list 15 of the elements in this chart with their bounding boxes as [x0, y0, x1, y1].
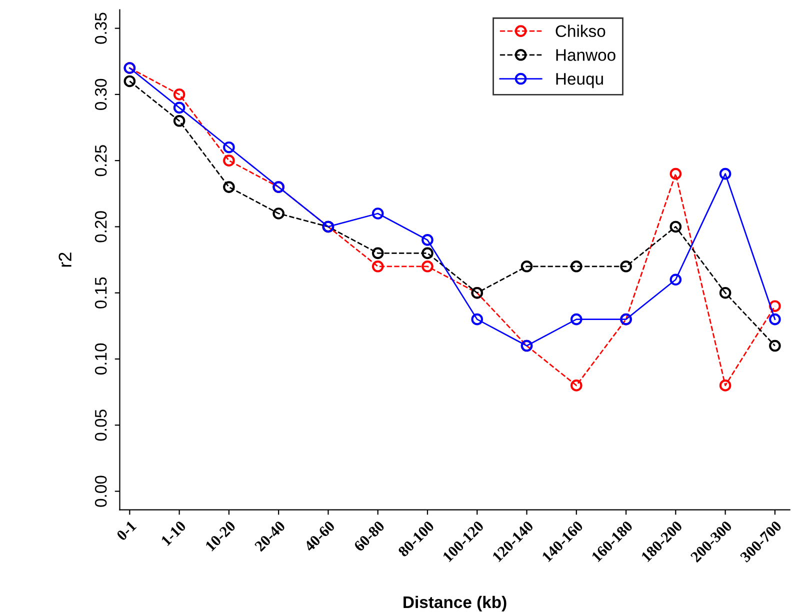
y-tick-label: 0.25 — [94, 145, 107, 176]
y-tick-label: 0.20 — [94, 211, 107, 242]
y-tick-label: 0.35 — [94, 12, 107, 44]
x-tick-label: 1-10 — [160, 520, 186, 546]
x-axis-title: Distance (kb) — [404, 596, 506, 612]
x-tick-label: 0-1 — [116, 520, 137, 542]
y-axis-title: r2 — [58, 252, 72, 267]
y-tick-label: 0.15 — [94, 277, 107, 308]
legend-label: Hanwoo — [556, 49, 616, 61]
legend-label: Chikso — [556, 24, 606, 38]
y-tick-label: 0.05 — [94, 410, 107, 441]
y-tick-label: 0.00 — [94, 476, 107, 507]
y-tick-label: 0.10 — [94, 343, 107, 375]
y-tick-label: 0.30 — [94, 78, 107, 110]
legend-label: Heuqu — [556, 73, 603, 88]
